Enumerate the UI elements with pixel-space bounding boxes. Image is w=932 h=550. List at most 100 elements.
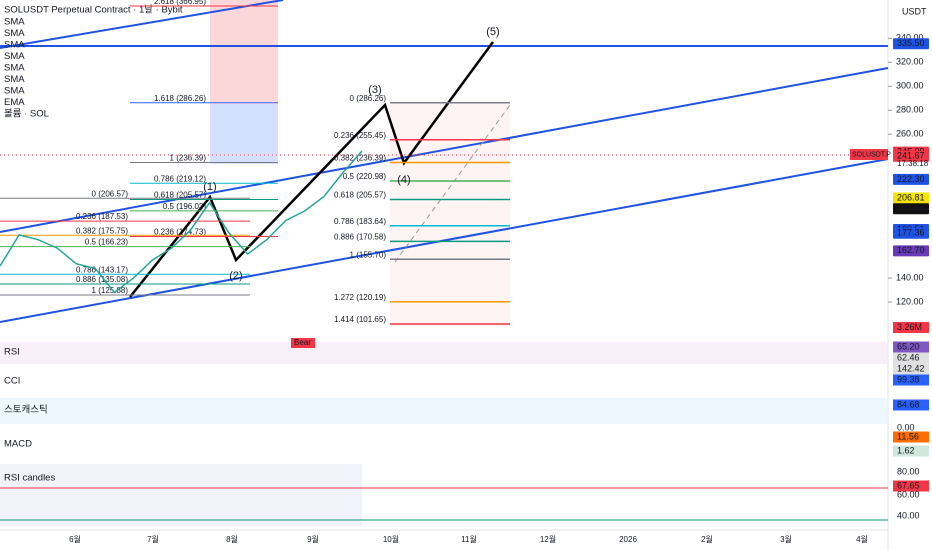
rsi-band [0,342,888,364]
price-tag-label: 206.81 [897,192,925,202]
fib-label: 0.786 (219.12) [154,174,206,183]
price-tag [893,192,929,204]
fib-label: 0 (286.26) [350,94,387,103]
fib-zone [390,104,510,326]
price-axis [888,0,932,550]
fib-label: 1 (125.88) [92,286,129,295]
wave-label: (5) [486,26,499,38]
symbol-title: SOLUSDT Perpetual Contract · 1날 · Bybit [4,5,183,16]
fib-label: 1 (155.70) [350,250,387,259]
panel-title: MACD [4,439,32,450]
wave-label: (1) [203,181,216,193]
panel-tag-label: 40.00 [897,510,920,520]
wave-label: (2) [229,270,242,282]
wave-label: (4) [397,174,410,186]
panel-tag-label: 60.00 [897,489,920,499]
indicator-legend: SMA [4,17,25,28]
fib-label: 0.382 (236.39) [334,154,386,163]
rsi-candles-bg [0,464,362,526]
indicator-legend: SMA [4,74,25,85]
indicator-legend: EMA [4,97,25,108]
price-tag [893,203,929,215]
panel-tag [893,431,929,443]
fib-label: 0.236 (255.45) [334,131,386,140]
bear-label: Bear [294,338,311,347]
wave-label: (3) [368,84,381,96]
x-tick-label: 6월 [69,534,81,544]
projection [394,104,511,263]
panel-title: 스토캐스틱 [4,404,48,416]
price-tag [893,150,929,162]
panel-tag-label: 84.68 [897,399,920,409]
indicator-legend: SMA [4,40,25,51]
panel-tag-label: 80.00 [897,466,920,476]
fib-label: 1.272 (120.19) [334,293,386,302]
panel-tag-label: 142.42 [897,363,925,373]
panel-title: RSI [4,347,20,358]
price-tag-label: 222.30 [897,174,925,184]
fib-label: 0.618 (205.57) [154,191,206,200]
fib-label: 0.382 (175.75) [76,226,128,235]
bear-badge [291,338,315,348]
symbol-tag [850,149,888,160]
panel-tag-label: 65.20 [897,341,920,351]
indicator-legend: 볼륨 · SOL [4,109,49,120]
channel-line [0,67,889,233]
panel-tag-label: 1.62 [897,445,915,455]
panel-tag [893,352,929,364]
panel-tag-label: 62.46 [897,352,920,362]
price-tag [893,245,929,257]
y-tick-label: 140.00 [896,272,924,282]
panel-tag [893,399,929,411]
y-tick-label: 300.00 [896,81,924,91]
x-tick-label: 10월 [383,534,399,544]
fib-zone [210,0,278,104]
fib-label: 0.5 (166.23) [85,238,128,247]
price-tag-label: 177.36 [897,228,925,238]
price-tag-label: 241.67 [897,151,925,161]
price-tag [893,227,929,239]
panel-tag [893,374,929,386]
volume-tag-label: 3.26M [897,322,922,332]
currency: USDT [902,6,927,16]
panel-title: RSI candles [4,473,55,484]
y-tick-label: 320.00 [896,57,924,67]
y-tick-label: 120.00 [896,296,924,306]
trend-line [0,0,284,49]
indicator-panels [0,342,888,526]
fib-label: 0 (206.57) [92,189,129,198]
fib-label: 0.786 (183.64) [334,217,386,226]
price-tag-label: 335.50 [897,38,925,48]
fib-label: 0.236 (187.53) [76,212,128,221]
y-tick-label: 280.00 [896,105,924,115]
x-tick-label: 12월 [540,534,556,544]
fib-label: 0.236 (174.73) [154,228,206,237]
fib-label: 0.786 (143.17) [76,265,128,274]
panel-tag [893,480,929,492]
panel-tag-label: 0.00 [897,422,915,432]
stoch-band [0,398,888,424]
fib-label: 0.886 (170.58) [334,233,386,242]
x-tick-label: 3월 [780,534,792,544]
symbol-tag-label: SOLUSDT.P [852,151,891,158]
panel-tag [893,445,929,457]
price-tag [893,38,929,50]
panel-tag-label: 11.56 [897,431,919,441]
x-tick-label: 2월 [701,534,713,544]
fib-label: 0.5 (196.03) [163,202,206,211]
price-line [0,150,363,294]
fib-label: 1.414 (101.65) [334,315,386,324]
y-tick-label: 260.00 [896,129,924,139]
fib-zone [210,104,278,164]
indicator-legend: SMA [4,28,25,39]
fib-label: 2.618 (366.95) [154,0,206,6]
price-tag-label: 162.70 [897,245,925,255]
fib-label: 1.618 (286.26) [154,94,206,103]
fib-label: 0.886 (135.08) [76,275,128,284]
elliott-wave [129,41,495,298]
x-tick-label: 11월 [461,534,477,544]
y-tick-label: 340.00 [896,33,924,43]
fib-label: 1 (236.39) [170,154,207,163]
fib-label: 0.5 (220.98) [343,172,386,181]
